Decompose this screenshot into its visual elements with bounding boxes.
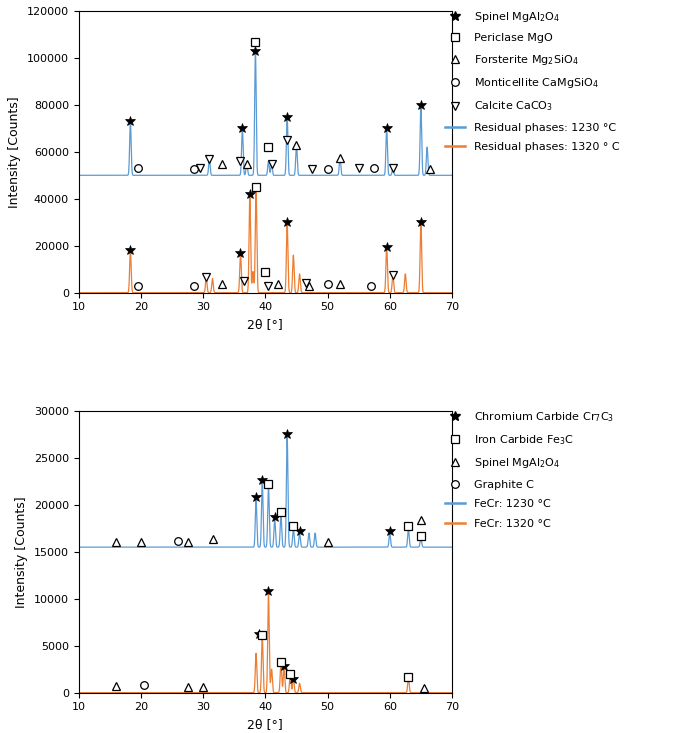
- Y-axis label: Intensity [Counts]: Intensity [Counts]: [15, 496, 28, 608]
- X-axis label: 2θ [°]: 2θ [°]: [247, 718, 284, 731]
- Y-axis label: Intensity [Counts]: Intensity [Counts]: [8, 96, 21, 207]
- Legend: Spinel MgAl$_2$O$_4$, Periclase MgO, Forsterite Mg$_2$SiO$_4$, Monticellite CaMg: Spinel MgAl$_2$O$_4$, Periclase MgO, For…: [440, 5, 624, 157]
- Legend: Chromium Carbide Cr$_7$C$_3$, Iron Carbide Fe$_3$C, Spinel MgAl$_2$O$_4$, Graphi: Chromium Carbide Cr$_7$C$_3$, Iron Carbi…: [440, 405, 619, 533]
- X-axis label: 2θ [°]: 2θ [°]: [247, 318, 284, 331]
